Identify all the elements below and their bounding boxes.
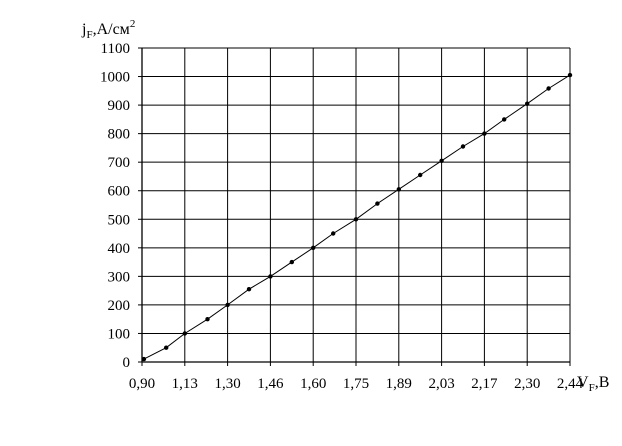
data-point <box>567 72 573 78</box>
data-point <box>311 245 316 250</box>
data-point <box>141 356 147 362</box>
x-tick-label: 2,03 <box>428 376 454 392</box>
x-tick-label: 1,89 <box>386 376 412 392</box>
data-point <box>331 231 336 236</box>
x-tick-label: 2,17 <box>471 376 498 392</box>
data-point <box>460 144 466 149</box>
grid-lines <box>142 47 571 362</box>
data-point <box>164 345 169 350</box>
y-tick-label: 100 <box>108 326 131 342</box>
data-point <box>246 287 252 292</box>
data-point <box>289 259 294 265</box>
x-tick-label: 0,90 <box>129 376 155 392</box>
y-tick-label: 400 <box>108 241 131 257</box>
data-points <box>141 72 573 362</box>
x-tick-labels: 0,90 1,13 1,30 1,46 1,60 1,75 1,89 2,03 2,17 2,30… <box>129 376 584 392</box>
y-tick-label: 700 <box>108 155 131 171</box>
y-tick-label: 500 <box>108 212 131 228</box>
x-tick-label: 1,30 <box>214 376 240 392</box>
x-tick-label: 1,60 <box>300 376 326 392</box>
data-point <box>225 302 230 308</box>
y-axis-label: jF,А/см2 <box>81 18 135 41</box>
fit-curve <box>143 74 571 360</box>
data-point <box>268 274 273 279</box>
data-point <box>502 117 507 122</box>
y-tick-label: 0 <box>123 355 131 371</box>
x-tick-label: 1,46 <box>257 376 284 392</box>
y-tick-label: 1100 <box>101 41 130 57</box>
y-tick-label: 800 <box>108 127 131 143</box>
x-tick-label: 2,44 <box>557 376 584 392</box>
y-tick-label: 900 <box>108 98 131 114</box>
data-point <box>418 172 423 178</box>
data-point <box>482 131 487 136</box>
data-point <box>375 201 380 206</box>
axes <box>138 47 571 366</box>
y-tick-labels: 0 100 200 300 400 500 600 700 800 900 1000 1100 <box>100 41 130 371</box>
data-point <box>182 331 187 336</box>
x-tick-label: 1,13 <box>172 376 198 392</box>
data-point <box>439 158 444 163</box>
y-tick-label: 300 <box>108 269 131 285</box>
data-point <box>546 86 551 91</box>
data-point <box>205 317 210 322</box>
data-point <box>396 187 401 192</box>
data-point <box>353 217 359 222</box>
y-tick-label: 1000 <box>100 70 130 86</box>
y-tick-label: 600 <box>108 184 131 200</box>
x-tick-label: 2,30 <box>514 376 540 392</box>
y-tick-label: 200 <box>108 298 131 314</box>
data-point <box>525 101 530 106</box>
x-axis-label: VF,В <box>577 374 609 394</box>
x-tick-label: 1,75 <box>343 376 369 392</box>
